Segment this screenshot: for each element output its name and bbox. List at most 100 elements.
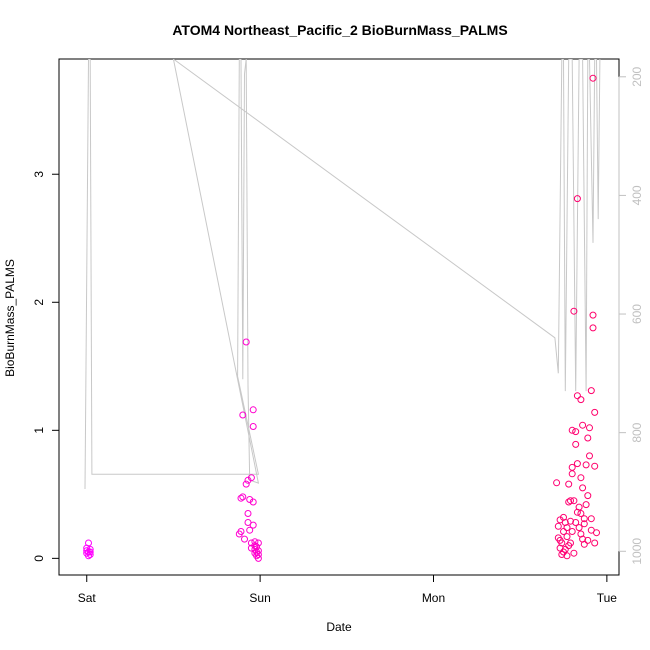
data-point xyxy=(563,533,571,541)
data-point xyxy=(246,526,254,534)
data-point xyxy=(553,479,561,487)
data-point xyxy=(589,324,597,332)
data-point xyxy=(572,440,580,448)
data-point xyxy=(573,392,581,400)
data-point xyxy=(249,406,257,414)
data-point xyxy=(251,549,259,557)
data-point xyxy=(568,426,576,434)
right-axis-tick-label: 600 xyxy=(630,304,644,324)
data-point xyxy=(586,424,593,432)
y-axis-right: 200 400 600 800 1000 xyxy=(618,66,644,565)
data-point xyxy=(83,544,91,552)
scatter-points-layer xyxy=(83,74,600,562)
data-point xyxy=(247,474,255,482)
line-series-layer xyxy=(84,59,601,490)
data-point xyxy=(572,428,580,436)
data-point xyxy=(570,497,578,505)
data-point xyxy=(570,307,578,315)
data-point xyxy=(580,540,588,548)
data-point xyxy=(577,474,585,482)
data-point xyxy=(249,521,257,529)
data-point xyxy=(587,387,595,395)
x-tick-label: Sun xyxy=(249,591,270,605)
data-point xyxy=(586,452,593,460)
data-point xyxy=(560,513,567,521)
data-point xyxy=(587,526,595,534)
data-point xyxy=(239,411,247,419)
data-point xyxy=(253,543,261,551)
y-axis-left: 0 1 2 3 xyxy=(32,171,60,562)
x-tick-label: Mon xyxy=(422,591,445,605)
data-point xyxy=(570,549,578,557)
data-point xyxy=(591,539,599,547)
data-point xyxy=(565,498,573,506)
data-point xyxy=(254,539,262,547)
data-point xyxy=(577,530,585,538)
data-point xyxy=(239,493,247,501)
data-point xyxy=(584,434,592,442)
data-point xyxy=(584,492,592,500)
x-axis: Sat Sun Mon Tue xyxy=(78,574,618,605)
right-axis-tick-label: 1000 xyxy=(630,538,644,565)
data-point xyxy=(244,510,252,517)
data-point xyxy=(241,535,248,543)
data-point xyxy=(568,528,576,535)
data-point xyxy=(85,552,92,560)
right-axis-tick-label: 200 xyxy=(630,66,644,86)
data-point xyxy=(560,528,567,535)
data-point xyxy=(582,461,590,469)
data-point xyxy=(565,480,573,488)
data-point xyxy=(249,423,257,430)
y-tick-label: 1 xyxy=(32,427,46,434)
data-point xyxy=(249,498,257,506)
x-tick-label: Tue xyxy=(597,591,618,605)
chart-title: ATOM4 Northeast_Pacific_2 BioBurnMass_PA… xyxy=(172,22,507,38)
x-axis-label: Date xyxy=(326,620,352,634)
data-point xyxy=(86,548,94,556)
data-point xyxy=(591,408,599,416)
y-tick-label: 2 xyxy=(32,299,46,306)
x-tick-label: Sat xyxy=(78,591,97,605)
data-point xyxy=(587,515,595,523)
data-point xyxy=(237,528,245,535)
data-point xyxy=(567,517,574,525)
data-point xyxy=(575,524,583,532)
data-point xyxy=(556,536,564,544)
data-point xyxy=(579,421,587,429)
data-point xyxy=(567,539,574,547)
data-point xyxy=(554,522,562,530)
y-tick-label: 0 xyxy=(32,555,46,562)
data-point xyxy=(584,536,592,544)
data-point xyxy=(589,311,597,319)
data-point xyxy=(572,519,580,526)
data-point xyxy=(242,338,250,346)
data-point xyxy=(577,396,585,404)
data-point xyxy=(577,510,585,517)
right-axis-tick-label: 800 xyxy=(630,422,644,442)
data-point xyxy=(86,545,94,553)
data-point xyxy=(254,554,262,562)
data-point xyxy=(242,480,250,488)
altitude-line xyxy=(84,59,601,490)
data-point xyxy=(254,551,262,558)
right-axis-tick-label: 400 xyxy=(630,185,644,205)
data-point xyxy=(573,508,581,516)
data-point xyxy=(573,460,581,468)
data-point xyxy=(563,524,571,532)
data-point xyxy=(237,494,245,502)
data-point xyxy=(589,74,597,82)
y-tick-label: 3 xyxy=(32,171,46,178)
y-axis-label: BioBurnMass_PALMS xyxy=(3,259,17,377)
data-point xyxy=(580,520,588,528)
data-point xyxy=(86,551,94,558)
data-point xyxy=(580,515,588,523)
data-point xyxy=(579,484,587,492)
data-point xyxy=(567,497,574,505)
data-point xyxy=(591,462,599,470)
data-point xyxy=(573,195,581,203)
data-point xyxy=(563,552,571,560)
data-point xyxy=(568,470,576,478)
data-point xyxy=(582,501,590,509)
